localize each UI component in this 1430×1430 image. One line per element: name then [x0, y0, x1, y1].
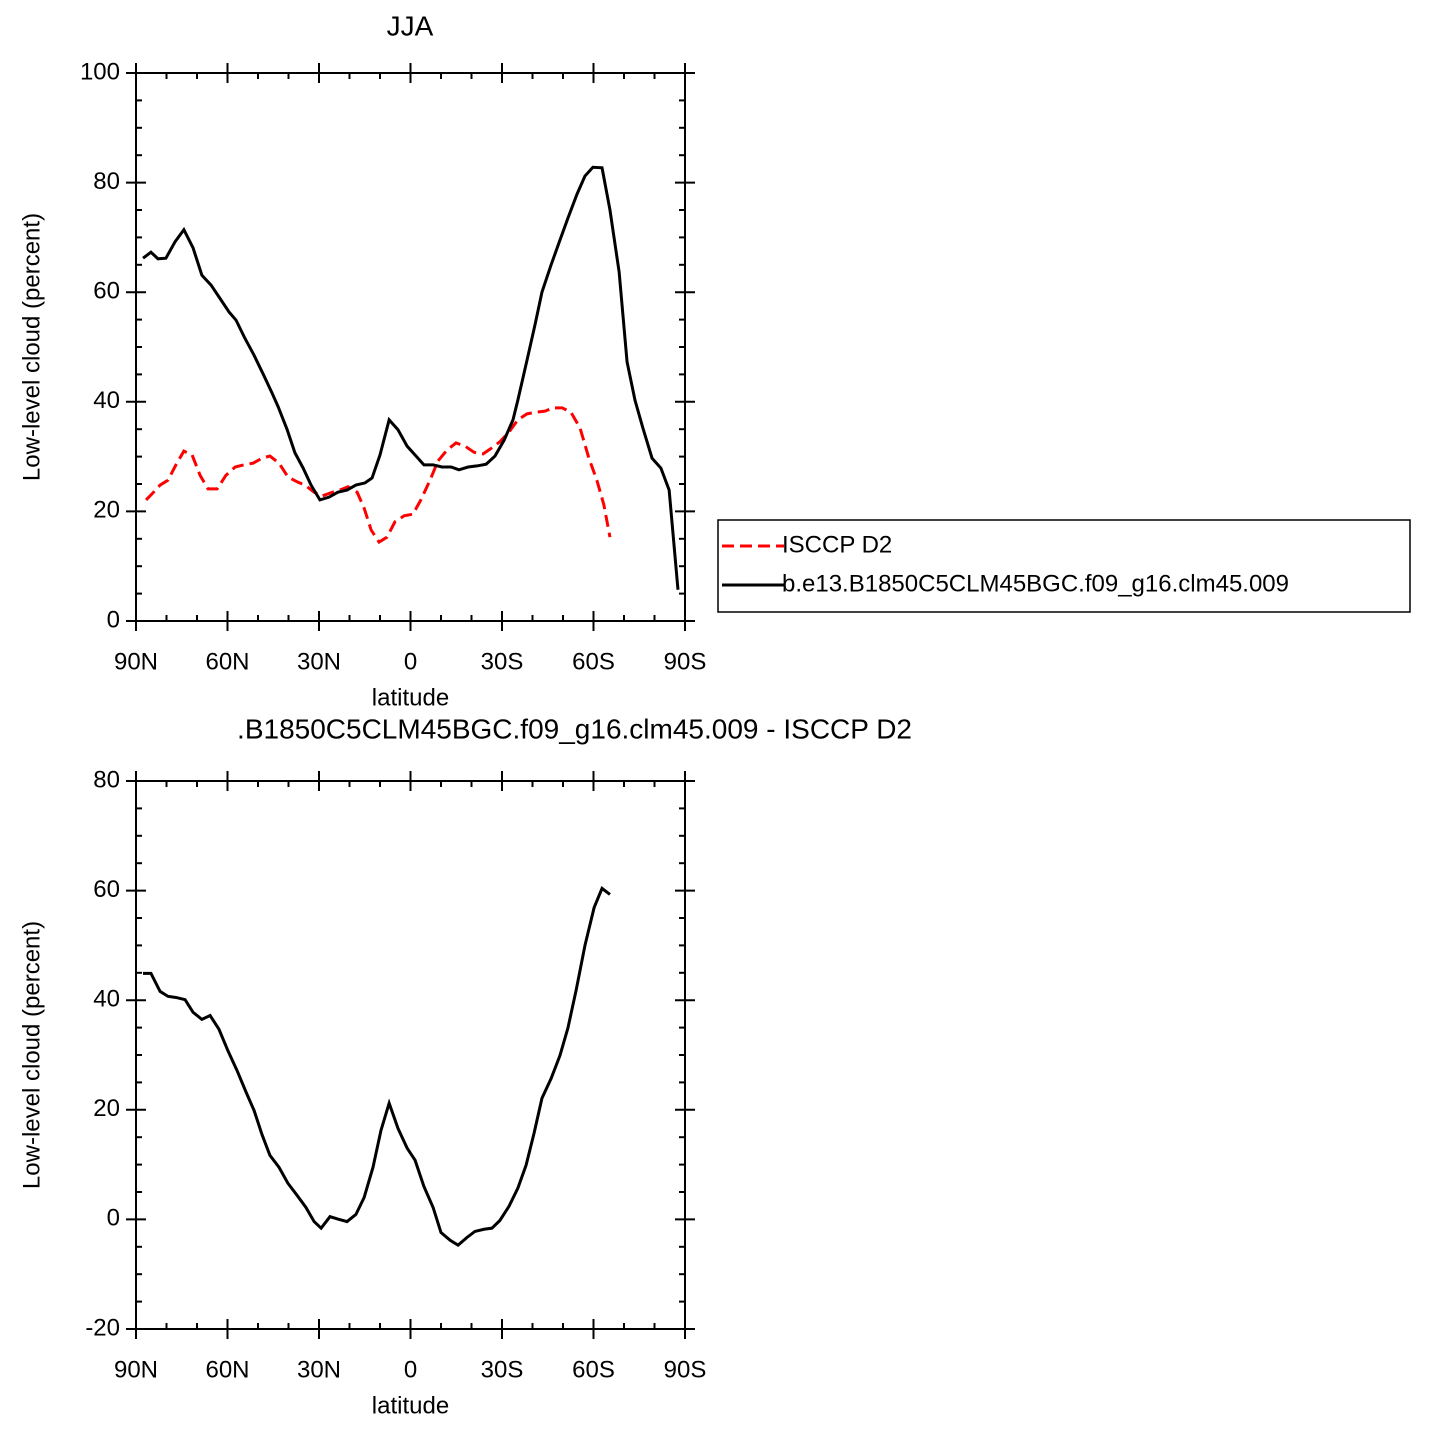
y-tick-label: 20: [93, 1095, 120, 1122]
plot-frame: [135, 780, 686, 1330]
y-tick-label: 60: [93, 876, 120, 903]
chart-title: JJA: [387, 10, 434, 41]
y-tick-label: 40: [93, 986, 120, 1013]
data-line: [144, 406, 612, 545]
x-tick-label: 30S: [481, 1356, 524, 1383]
x-axis-label: latitude: [372, 1392, 449, 1419]
x-tick-label: 90S: [664, 648, 707, 675]
y-axis-label: Low-level cloud (percent): [18, 921, 45, 1189]
data-line: [143, 886, 611, 1248]
y-tick-label: 0: [107, 1205, 120, 1232]
x-tick-label: 60S: [572, 1356, 615, 1383]
x-axis-label: latitude: [372, 684, 449, 711]
y-tick-label: 80: [93, 766, 120, 793]
x-tick-label: 30N: [297, 648, 341, 675]
chart-title: .B1850C5CLM45BGC.f09_g16.clm45.009 - ISC…: [237, 713, 912, 744]
x-tick-label: 90S: [664, 1356, 707, 1383]
y-tick-label: 0: [107, 606, 120, 633]
y-tick-label: -20: [85, 1314, 120, 1341]
x-tick-label: 90N: [114, 1356, 158, 1383]
x-tick-label: 60N: [205, 648, 249, 675]
y-tick-label: 40: [93, 387, 120, 414]
legend-box: [717, 519, 1411, 613]
x-tick-label: 0: [404, 1356, 417, 1383]
x-tick-label: 0: [404, 648, 417, 675]
x-tick-label: 60N: [205, 1356, 249, 1383]
y-tick-label: 80: [93, 168, 120, 195]
y-tick-label: 100: [80, 58, 120, 85]
x-tick-label: 60S: [572, 648, 615, 675]
x-tick-label: 30N: [297, 1356, 341, 1383]
plot-frame: [135, 72, 686, 622]
x-tick-label: 30S: [481, 648, 524, 675]
legend-label: b.e13.B1850C5CLM45BGC.f09_g16.clm45.009: [782, 570, 1289, 597]
legend-label: ISCCP D2: [782, 531, 892, 558]
y-tick-label: 60: [93, 278, 120, 305]
y-tick-label: 20: [93, 497, 120, 524]
data-line: [142, 165, 680, 590]
x-tick-label: 90N: [114, 648, 158, 675]
y-axis-label: Low-level cloud (percent): [18, 213, 45, 481]
